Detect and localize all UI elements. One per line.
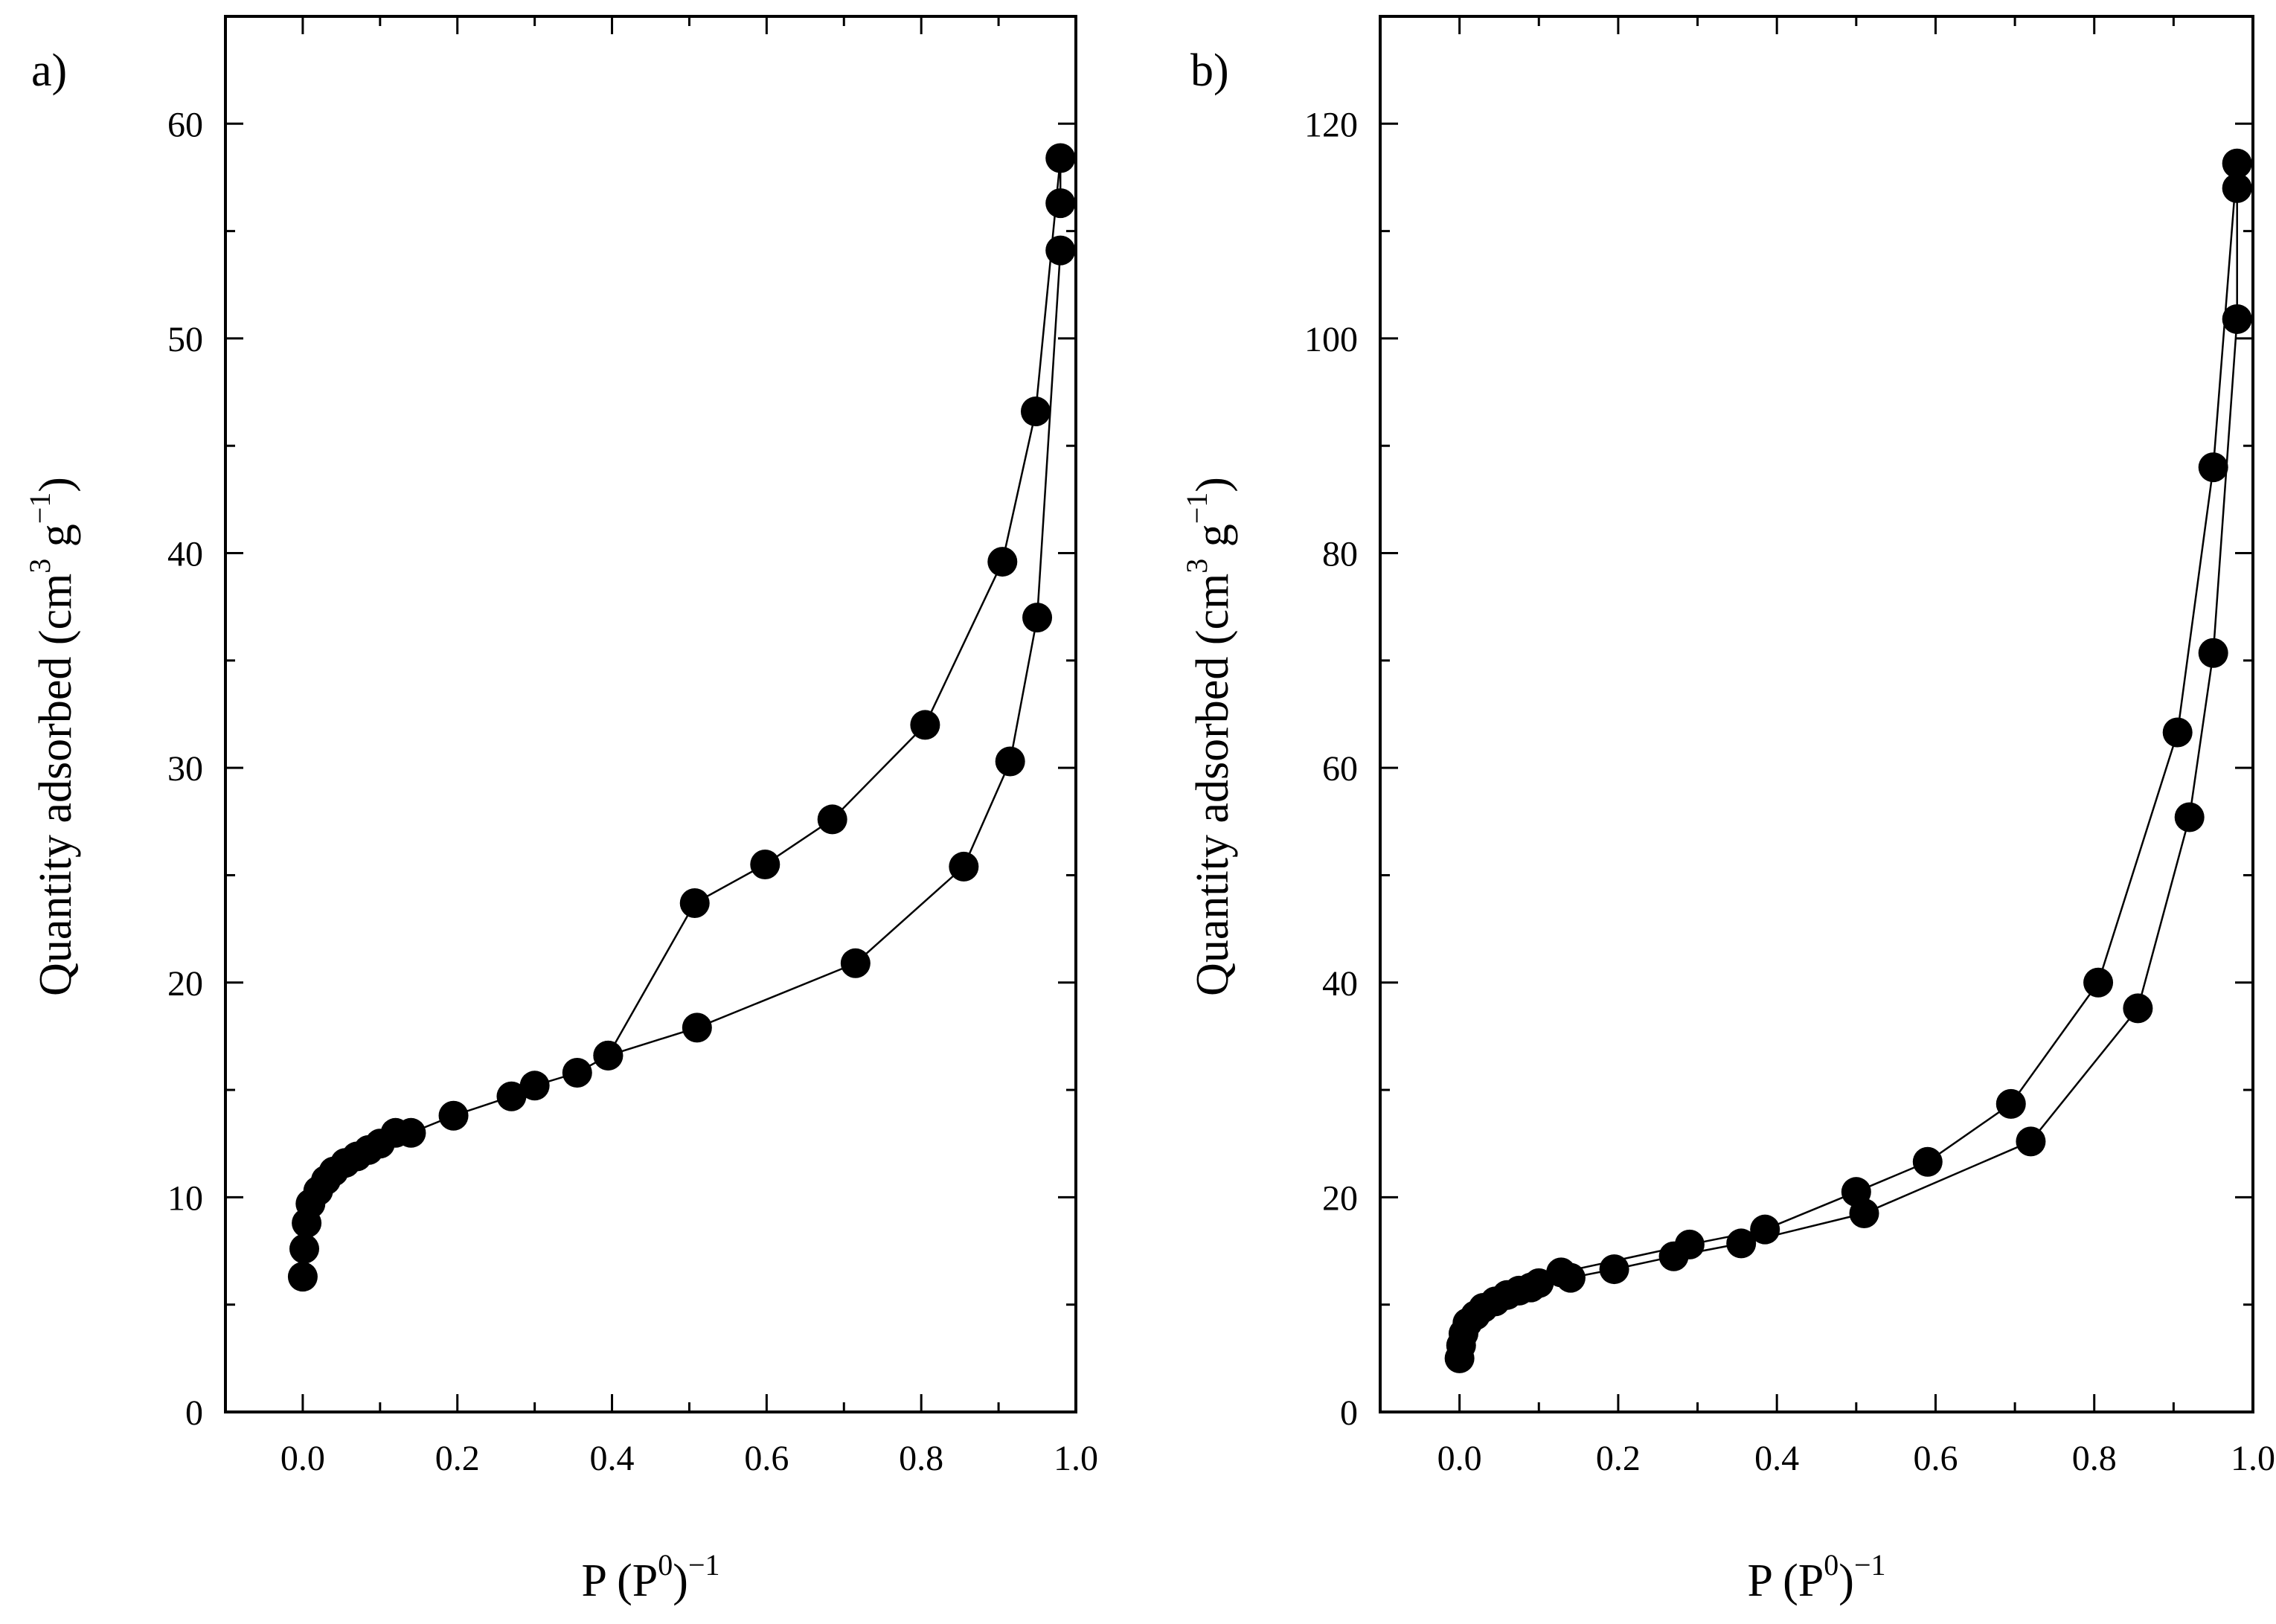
y-tick-label: 40 [1322,964,1358,1004]
y-tick-label: 20 [167,964,203,1004]
data-point-adsorption [289,1233,319,1264]
series-line-desorption [1560,163,2238,1274]
y-tick-label: 60 [1322,749,1358,789]
data-point-desorption [593,1040,624,1071]
x-tick-label: 0.4 [590,1439,635,1478]
x-tick-label: 0.8 [899,1439,943,1478]
data-point-adsorption [2123,993,2153,1024]
series-line-desorption [607,158,1062,1056]
y-tick-label: 100 [1304,320,1358,359]
data-point-desorption [910,710,940,740]
data-point-desorption [750,850,780,880]
data-point-adsorption [2174,802,2205,832]
data-point-adsorption [2016,1126,2046,1157]
x-tick-label: 0.0 [281,1439,325,1478]
data-point-adsorption [1726,1228,1757,1259]
y-axis-title: Quantity adsorbed (cm3 g−1) [23,477,81,996]
data-point-desorption [987,547,1018,577]
x-tick-label: 1.0 [2231,1439,2275,1478]
data-point-desorption [679,888,710,918]
y-tick-label: 0 [1340,1393,1358,1433]
x-tick-label: 0.0 [1437,1439,1482,1478]
plot-frame [1379,15,2254,1413]
data-point-adsorption [519,1071,550,1101]
y-tick-label: 20 [1322,1178,1358,1218]
data-point-adsorption [995,746,1025,777]
data-point-desorption [2198,452,2228,483]
data-point-desorption [817,804,847,835]
data-point-desorption [1045,143,1076,173]
data-point-adsorption [562,1057,592,1088]
x-axis-title: P (P0)−1 [581,1548,719,1606]
y-tick-label: 40 [167,535,203,574]
data-point-desorption [1020,397,1051,427]
data-point-adsorption [438,1100,469,1131]
data-point-adsorption [496,1081,527,1111]
y-tick-label: 0 [185,1393,203,1433]
data-point-adsorption [840,948,871,978]
panel-label: a) [31,45,67,96]
data-point-desorption [1674,1229,1705,1259]
x-axis-title: P (P0)−1 [1747,1548,1885,1606]
data-point-desorption [1546,1257,1577,1288]
data-point-desorption [1841,1177,1871,1207]
x-tick-label: 0.8 [2072,1439,2117,1478]
plot-frame [224,15,1077,1413]
y-tick-label: 30 [167,749,203,789]
x-tick-label: 0.4 [1754,1439,1799,1478]
x-tick-label: 0.2 [435,1439,480,1478]
data-point-desorption [1045,188,1076,219]
y-tick-label: 80 [1322,535,1358,574]
data-point-adsorption [1599,1254,1629,1285]
panel-label: b) [1190,45,1229,96]
x-tick-label: 0.6 [1913,1439,1958,1478]
data-point-desorption [1750,1214,1780,1245]
data-point-adsorption [396,1117,426,1148]
x-tick-label: 1.0 [1054,1439,1098,1478]
data-point-adsorption [1524,1268,1554,1298]
data-point-desorption [1995,1088,2026,1119]
x-tick-label: 0.6 [744,1439,789,1478]
y-tick-label: 60 [167,105,203,144]
data-point-desorption [2162,717,2193,748]
data-point-desorption [1912,1146,1943,1177]
data-point-desorption [2083,967,2114,998]
data-point-adsorption [2222,304,2252,334]
data-point-adsorption [949,851,979,882]
data-point-adsorption [682,1012,712,1043]
panel-a: 0.0 0.2 0.4 0.6 0.8 1.0 0 10 20 30 40 50 60 a) P (P0)−… [23,15,1098,1606]
y-tick-label: 10 [167,1178,203,1218]
data-point-desorption [2222,148,2252,179]
data-point-adsorption [1045,235,1076,266]
x-tick-label: 0.2 [1596,1439,1641,1478]
data-point-adsorption [2222,173,2252,203]
y-tick-label: 50 [167,320,203,359]
y-axis-title: Quantity adsorbed (cm3 g−1) [1180,477,1238,996]
data-point-adsorption [1022,603,1053,633]
data-point-adsorption [2198,638,2228,668]
panel-b: 0.0 0.2 0.4 0.6 0.8 1.0 0 20 40 60 80 100 120 b) P (P0… [1180,15,2275,1606]
data-point-adsorption [287,1262,318,1292]
y-tick-label: 120 [1304,105,1358,144]
